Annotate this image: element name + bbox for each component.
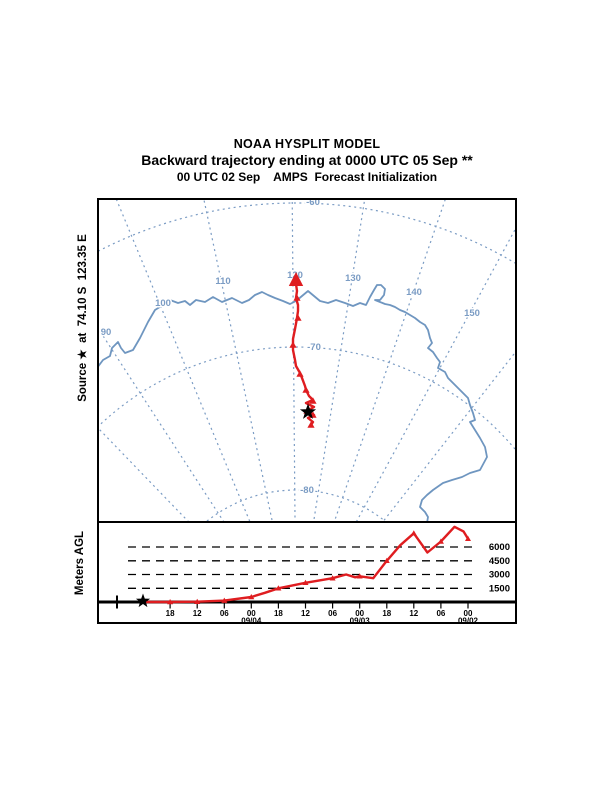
altitude-marker: [356, 573, 363, 579]
time-tick-label: 00: [355, 609, 364, 618]
meridian-line: [312, 198, 366, 523]
trajectory-marker: [302, 386, 310, 393]
altitude-marker: [302, 579, 309, 586]
altitude-marker: [248, 594, 255, 600]
altitude-gridline-label: 1500: [489, 584, 510, 595]
meters-agl-axis-label: Meters AGL: [74, 530, 86, 596]
source-location-label: Source ★ at 74.10 S 123.35 E: [77, 234, 89, 402]
altitude-marker: [221, 597, 228, 603]
meridian-line: [202, 198, 274, 523]
date-label: 09/02: [458, 617, 479, 625]
map-svg: 90100110120130140150-60-70-80: [97, 198, 517, 523]
model-title: NOAA HYSPLIT MODEL: [233, 137, 381, 151]
time-tick-label: 12: [193, 609, 202, 618]
meridian-line: [333, 198, 447, 523]
altitude-marker: [275, 585, 282, 591]
trajectory-marker: [294, 314, 302, 321]
altitude-gridline-label: 3000: [489, 570, 510, 581]
latitude-circle: [203, 489, 389, 523]
terminus-star-icon: [135, 593, 151, 608]
trajectory-marker: [309, 397, 317, 404]
time-tick-label: 06: [436, 609, 445, 618]
time-tick-label: 06: [328, 609, 337, 618]
trajectory-subtitle: Backward trajectory ending at 0000 UTC 0…: [141, 152, 473, 168]
longitude-label: 110: [215, 276, 230, 287]
latitude-label: -70: [307, 342, 321, 353]
trajectory-marker: [307, 421, 315, 428]
longitude-label: 100: [155, 298, 171, 309]
trajectory-marker: [293, 294, 301, 301]
altitude-marker: [437, 538, 444, 544]
map-panel: 90100110120130140150-60-70-80: [97, 198, 517, 523]
altitude-gridline-label: 4500: [489, 556, 510, 567]
longitude-label: 140: [406, 287, 422, 298]
altitude-marker: [383, 557, 390, 564]
trajectory-path: [291, 282, 316, 427]
altitude-panel: 6000 4500 3000 1500 18 12 06 00 18 12 06 00 18 12 06 00…: [97, 523, 517, 624]
altitude-frame: [97, 523, 517, 624]
source-star-icon: [299, 403, 317, 419]
meridian-line: [355, 224, 517, 523]
trajectory-arrow-icon: [288, 272, 304, 286]
time-tick-label: 06: [220, 609, 229, 618]
time-tick-label: 18: [274, 609, 283, 618]
altitude-marker: [194, 598, 201, 604]
altitude-marker: [167, 599, 174, 605]
latitude-circle: [97, 202, 517, 265]
time-tick-label: 18: [382, 609, 391, 618]
trajectory-marker: [289, 341, 297, 348]
longitude-label: 130: [345, 273, 361, 284]
altitude-marker: [410, 530, 417, 536]
altitude-svg: 6000 4500 3000 1500 18 12 06 00 18 12 06 00 18 12 06 00…: [97, 523, 517, 624]
date-label: 09/03: [350, 617, 371, 625]
altitude-marker: [465, 535, 471, 542]
time-tick-label: 00: [247, 609, 256, 618]
longitude-label: 150: [464, 308, 480, 319]
meridian-line: [115, 198, 252, 523]
latitude-label: -60: [306, 198, 320, 208]
trajectory-marker: [296, 370, 304, 377]
time-tick-label: 00: [464, 609, 473, 618]
altitude-marker: [329, 575, 336, 581]
map-frame: [97, 198, 517, 523]
meridian-line: [97, 325, 226, 523]
antarctic-coastline: [97, 284, 488, 523]
time-tick-label: 12: [409, 609, 418, 618]
time-tick-label: 12: [301, 609, 310, 618]
meridian-line: [381, 349, 517, 523]
latitude-label: -80: [300, 485, 314, 496]
altitude-gridline-label: 6000: [489, 542, 510, 553]
title-block: NOAA HYSPLIT MODEL Backward trajectory e…: [96, 137, 518, 184]
initialization-subtitle: 00 UTC 02 Sep AMPS Forecast Initializati…: [176, 170, 438, 184]
date-label: 09/04: [241, 617, 262, 625]
time-tick-label: 18: [166, 609, 175, 618]
latitude-circle: [97, 346, 517, 453]
altitude-curve: [141, 525, 470, 604]
longitude-label: 90: [101, 327, 112, 338]
